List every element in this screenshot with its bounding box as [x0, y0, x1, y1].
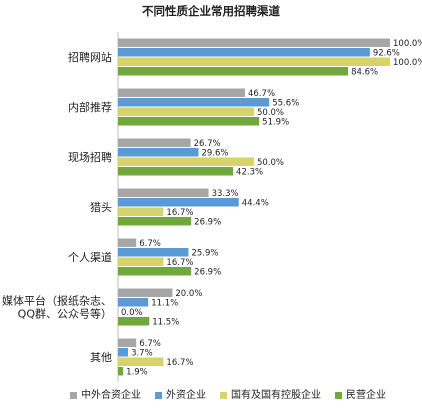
bar	[118, 107, 254, 116]
bar	[118, 338, 137, 347]
legend-swatch	[335, 392, 342, 399]
legend-label: 中外合资企业	[81, 388, 141, 401]
data-label: 26.9%	[194, 218, 221, 228]
data-label: 84.6%	[351, 68, 378, 78]
bar	[118, 117, 260, 126]
data-label: 16.7%	[166, 258, 193, 268]
bar	[118, 98, 270, 107]
data-label: 50.0%	[257, 158, 284, 168]
data-label: 33.3%	[212, 189, 239, 199]
bar	[118, 57, 390, 66]
legend-swatch	[220, 392, 227, 399]
category-label: 猎头	[90, 200, 112, 214]
bar	[118, 88, 246, 97]
bar	[118, 198, 239, 207]
category-label: QQ群、公众号等）	[18, 307, 112, 321]
data-label: 6.7%	[139, 239, 161, 249]
data-label: 0.0%	[121, 308, 143, 318]
bar	[118, 267, 192, 276]
bar	[118, 157, 254, 166]
data-label: 11.5%	[152, 318, 179, 328]
legend-label: 国有及国有控股企业	[231, 388, 321, 401]
data-label: 100.0%	[393, 58, 422, 68]
data-label: 26.9%	[194, 268, 221, 278]
bar	[118, 138, 191, 147]
bar	[118, 67, 349, 76]
bar	[118, 167, 234, 176]
data-label: 29.6%	[202, 149, 229, 159]
bar	[118, 48, 370, 57]
category-label: 个人渠道	[68, 250, 112, 264]
bar	[118, 288, 173, 297]
data-label: 44.4%	[242, 199, 269, 209]
bar	[118, 238, 137, 247]
bar	[118, 248, 189, 257]
legend-swatch	[70, 392, 77, 399]
bar	[118, 357, 164, 366]
data-label: 50.0%	[257, 108, 284, 118]
bar	[118, 188, 209, 197]
data-label: 16.7%	[166, 358, 193, 368]
data-label: 46.7%	[248, 89, 275, 99]
data-label: 92.6%	[373, 49, 400, 59]
category-label: 招聘网站	[68, 50, 112, 64]
data-label: 3.7%	[131, 349, 153, 359]
bar	[118, 207, 164, 216]
bar	[118, 148, 199, 157]
data-label: 6.7%	[139, 339, 161, 349]
chart-title: 不同性质企业常用招聘渠道	[142, 4, 280, 18]
bar	[118, 298, 149, 307]
bar	[118, 348, 129, 357]
legend-label: 民营企业	[346, 388, 386, 401]
bar	[118, 367, 124, 376]
data-label: 51.9%	[262, 118, 289, 128]
category-label: 内部推荐	[68, 100, 112, 114]
data-label: 26.7%	[194, 139, 221, 149]
data-label: 25.9%	[191, 249, 218, 259]
bar	[118, 38, 390, 47]
bar	[118, 257, 164, 266]
data-label: 16.7%	[166, 208, 193, 218]
category-label: 现场招聘	[68, 150, 112, 164]
data-label: 55.6%	[272, 99, 299, 109]
category-label: 其他	[90, 351, 112, 364]
data-label: 11.1%	[151, 299, 178, 309]
bar	[118, 217, 192, 226]
data-label: 42.3%	[236, 168, 263, 178]
bar	[118, 317, 150, 326]
legend-label: 外资企业	[166, 388, 206, 401]
data-label: 20.0%	[175, 289, 202, 299]
data-label: 1.9%	[126, 368, 148, 378]
category-label: 媒体平台（报纸杂志、	[2, 294, 112, 308]
data-label: 100.0%	[393, 39, 422, 49]
legend-swatch	[155, 392, 162, 399]
